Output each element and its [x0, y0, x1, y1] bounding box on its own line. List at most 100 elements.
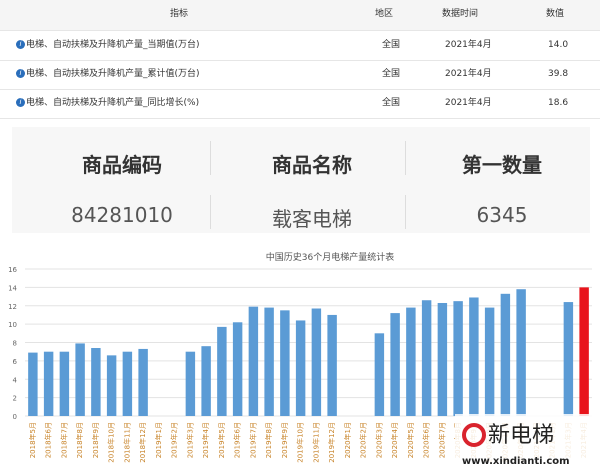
cell: 39.8	[548, 69, 569, 79]
x-tick-label: 2019年12月	[327, 422, 336, 463]
x-tick-label: 2019年2月	[170, 422, 179, 458]
bar	[437, 302, 448, 416]
x-tick-label: 2018年7月	[59, 422, 68, 458]
bar	[516, 289, 526, 416]
chart: 中国历史36个月电梯产量统计表 0 2 4 6 8 10 12 14 16 2018年5月 2018…	[8, 251, 595, 470]
y-tick-label: 0	[13, 413, 17, 421]
bar	[217, 326, 227, 416]
cell: 18.6	[548, 98, 569, 108]
table-row: i 电梯、自动扶梯及升降机产量_当期值(万台) 全国 2021年4月 14.0	[0, 31, 600, 61]
info-icon: i	[16, 40, 25, 49]
watermark-brand: 新电梯	[488, 423, 554, 448]
cell: 电梯、自动扶梯及升降机产量_当期值(万台)	[26, 40, 200, 50]
goods-table: 商品编码 商品名称 第一数量 84281010 载客电梯 6345	[12, 127, 590, 233]
x-tick-label: 2020年1月	[343, 422, 352, 458]
x-tick-label: 2019年10月	[296, 422, 305, 463]
x-tick-label: 2018年10月	[107, 422, 116, 463]
cell: 2021年4月	[445, 69, 492, 79]
bar	[122, 351, 133, 416]
bar	[91, 348, 101, 416]
cell: 2021年4月	[445, 98, 492, 108]
bar	[563, 302, 574, 416]
x-tick-label: 2018年8月	[75, 422, 84, 458]
x-tick-label: 2018年6月	[44, 422, 53, 458]
bar	[453, 301, 463, 416]
bar	[43, 351, 54, 416]
cell: 全国	[382, 69, 401, 79]
bar	[201, 346, 211, 416]
x-tick-label: 2018年11月	[122, 422, 131, 463]
x-tick-label: 2020年2月	[359, 422, 368, 458]
bar	[248, 306, 259, 416]
bar	[75, 343, 85, 416]
y-tick-label: 14	[8, 284, 17, 292]
y-tick-label: 4	[13, 376, 18, 384]
bar	[327, 314, 337, 416]
bar	[390, 313, 400, 416]
x-tick-label: 2018年5月	[28, 422, 37, 458]
info-icon: i	[16, 98, 25, 107]
y-tick-label: 8	[13, 340, 17, 348]
x-tick-label: 2020年5月	[406, 422, 415, 458]
bar	[374, 333, 385, 416]
y-tick-label: 16	[8, 266, 17, 274]
x-tick-label: 2019年7月	[248, 422, 257, 458]
indicator-table: 指标 地区 数据时间 数值 i 电梯、自动扶梯及升降机产量_当期值(万台) 全国 …	[0, 0, 600, 122]
x-tick-label: 2018年12月	[138, 422, 147, 463]
bar	[232, 322, 243, 416]
y-tick-label: 6	[13, 358, 18, 366]
table-row: i 电梯、自动扶梯及升降机产量_累计值(万台) 全国 2021年4月 39.8	[0, 60, 600, 90]
bar	[185, 351, 196, 416]
x-tick-label: 2019年8月	[264, 422, 273, 458]
cell: 载客电梯	[272, 207, 352, 231]
bar	[106, 355, 117, 416]
y-tick-label: 10	[8, 321, 17, 329]
bar	[295, 320, 306, 416]
x-tick-label: 2019年1月	[154, 422, 163, 458]
cell: 84281010	[71, 203, 173, 227]
x-tick-label: 2019年6月	[233, 422, 242, 458]
x-tick-label: 2020年4月	[390, 422, 399, 458]
header-cell: 指标	[170, 9, 189, 19]
y-tick-label: 2	[13, 395, 17, 403]
cell: 电梯、自动扶梯及升降机产量_同比增长(%)	[26, 98, 200, 108]
bar	[280, 310, 290, 416]
x-tick-label: 2020年6月	[422, 422, 431, 458]
bar	[264, 307, 274, 416]
bar	[579, 287, 589, 416]
header-cell: 商品名称	[272, 153, 352, 177]
x-tick-label: 2019年11月	[311, 422, 320, 463]
bar	[28, 352, 38, 416]
cell: 全国	[382, 98, 401, 108]
bar	[500, 293, 511, 416]
x-tick-label: 2018年9月	[91, 422, 100, 458]
bar	[469, 297, 479, 416]
bar	[311, 308, 322, 416]
chart-title: 中国历史36个月电梯产量统计表	[266, 251, 394, 263]
x-tick-label: 2019年4月	[201, 422, 210, 458]
y-tick-label: 12	[8, 303, 17, 311]
x-tick-label: 2019年9月	[280, 422, 289, 458]
x-tick-label: 2019年5月	[217, 422, 226, 458]
header-cell: 第一数量	[462, 153, 542, 177]
watermark: 新电梯 www.xindianti.com	[455, 414, 595, 470]
header-cell: 商品编码	[82, 153, 162, 177]
table-header: 指标 地区 数据时间 数值	[0, 0, 600, 31]
info-icon: i	[16, 69, 25, 78]
bar	[406, 307, 416, 416]
cell: 2021年4月	[445, 40, 492, 50]
header-cell: 数据时间	[442, 9, 479, 19]
header-cell: 数值	[546, 9, 565, 19]
x-tick-label: 2020年3月	[374, 422, 383, 458]
table-row: i 电梯、自动扶梯及升降机产量_同比增长(%) 全国 2021年4月 18.6	[0, 89, 600, 119]
bar	[59, 351, 70, 416]
watermark-url: www.xindianti.com	[462, 456, 570, 467]
bar	[484, 307, 495, 416]
x-tick-label: 2020年7月	[437, 422, 446, 458]
bar	[421, 300, 432, 416]
cell: 6345	[476, 203, 528, 227]
cell: 14.0	[548, 40, 569, 50]
watermark-logo	[462, 423, 486, 447]
bar	[138, 348, 148, 416]
